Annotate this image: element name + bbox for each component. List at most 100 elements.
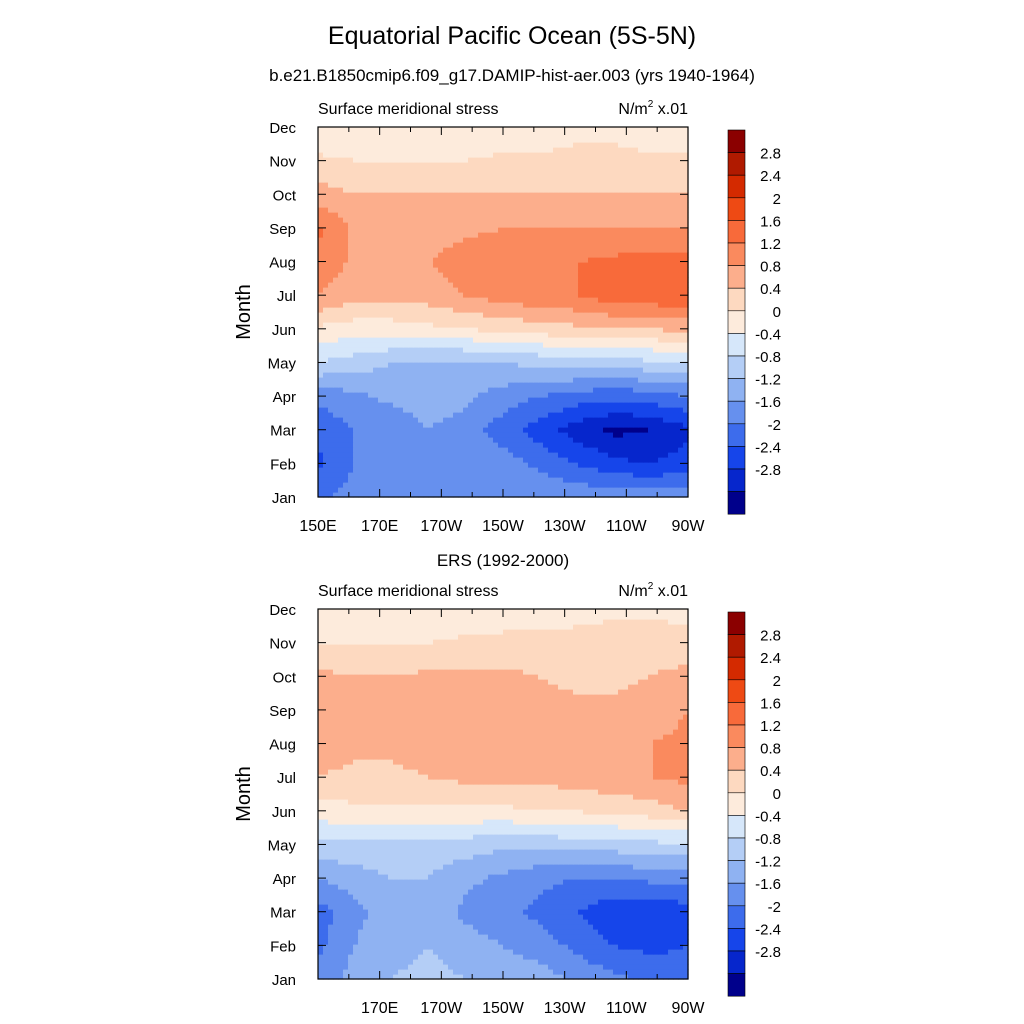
contour-cell — [678, 207, 684, 213]
contour-cell — [538, 207, 544, 213]
contour-cell — [413, 432, 419, 438]
contour-cell — [683, 342, 689, 348]
contour-cell — [408, 242, 414, 248]
contour-cell — [533, 337, 539, 343]
contour-cell — [658, 232, 664, 238]
contour-cell — [623, 292, 629, 298]
contour-cell — [468, 227, 474, 233]
contour-cell — [503, 317, 509, 323]
contour-cell — [538, 182, 544, 188]
contour-cell — [638, 212, 644, 218]
contour-cell — [658, 267, 664, 273]
contour-cell — [433, 257, 439, 263]
contour-cell — [513, 437, 519, 443]
contour-cell — [343, 267, 349, 273]
contour-cell — [418, 427, 424, 433]
contour-cell — [423, 482, 429, 488]
contour-cell — [683, 177, 689, 183]
contour-cell — [433, 252, 439, 258]
contour-cell — [373, 167, 379, 173]
contour-cell — [678, 392, 684, 398]
contour-cell — [368, 372, 374, 378]
contour-cell — [583, 292, 589, 298]
contour-cell — [568, 482, 574, 488]
contour-cell — [358, 322, 364, 328]
contour-cell — [403, 312, 409, 318]
contour-cell — [363, 292, 369, 298]
contour-cell — [543, 257, 549, 263]
contour-cell — [558, 367, 564, 373]
contour-cell — [568, 477, 574, 483]
contour-cell — [323, 422, 329, 428]
contour-cell — [328, 227, 334, 233]
contour-cell — [403, 212, 409, 218]
contour-cell — [358, 187, 364, 193]
contour-cell — [343, 437, 349, 443]
contour-cell — [428, 392, 434, 398]
contour-cell — [568, 362, 574, 368]
contour-cell — [398, 287, 404, 293]
contour-cell — [378, 327, 384, 333]
contour-cell — [423, 367, 429, 373]
contour-cell — [683, 392, 689, 398]
contour-cell — [378, 322, 384, 328]
contour-cell — [668, 392, 674, 398]
contour-cell — [403, 367, 409, 373]
contour-cell — [503, 442, 509, 448]
contour-cell — [603, 362, 609, 368]
contour-cell — [623, 242, 629, 248]
contour-cell — [468, 482, 474, 488]
contour-cell — [463, 467, 469, 473]
contour-cell — [423, 177, 429, 183]
contour-cell — [438, 322, 444, 328]
contour-cell — [628, 252, 634, 258]
contour-cell — [523, 327, 529, 333]
contour-cell — [618, 377, 624, 383]
contour-cell — [563, 347, 569, 353]
contour-cell — [348, 212, 354, 218]
contour-cell — [438, 327, 444, 333]
contour-cell — [523, 267, 529, 273]
contour-cell — [443, 207, 449, 213]
contour-cell — [683, 357, 689, 363]
contour-cell — [598, 337, 604, 343]
contour-cell — [513, 397, 519, 403]
contour-cell — [388, 342, 394, 348]
contour-cell — [528, 312, 534, 318]
contour-cell — [338, 417, 344, 423]
contour-cell — [478, 417, 484, 423]
contour-cell — [533, 462, 539, 468]
contour-cell — [418, 407, 424, 413]
contour-cell — [593, 472, 599, 478]
contour-cell — [348, 202, 354, 208]
contour-cell — [653, 192, 659, 198]
contour-cell — [368, 417, 374, 423]
contour-cell — [418, 232, 424, 238]
contour-cell — [518, 412, 524, 418]
contour-cell — [643, 282, 649, 288]
contour-cell — [433, 487, 439, 493]
contour-cell — [318, 167, 324, 173]
contour-cell — [628, 247, 634, 253]
contour-cell — [548, 487, 554, 493]
contour-cell — [348, 347, 354, 353]
contour-cell — [623, 457, 629, 463]
contour-cell — [418, 312, 424, 318]
contour-cell — [428, 212, 434, 218]
contour-cell — [638, 477, 644, 483]
contour-cell — [353, 297, 359, 303]
contour-cell — [393, 232, 399, 238]
contour-cell — [333, 272, 339, 278]
contour-cell — [513, 302, 519, 308]
contour-cell — [498, 357, 504, 363]
contour-cell — [473, 372, 479, 378]
contour-cell — [643, 162, 649, 168]
contour-cell — [378, 177, 384, 183]
contour-cell — [483, 232, 489, 238]
contour-cell — [643, 307, 649, 313]
contour-cell — [488, 222, 494, 228]
contour-cell — [348, 397, 354, 403]
contour-cell — [438, 292, 444, 298]
contour-cell — [603, 242, 609, 248]
contour-cell — [558, 462, 564, 468]
